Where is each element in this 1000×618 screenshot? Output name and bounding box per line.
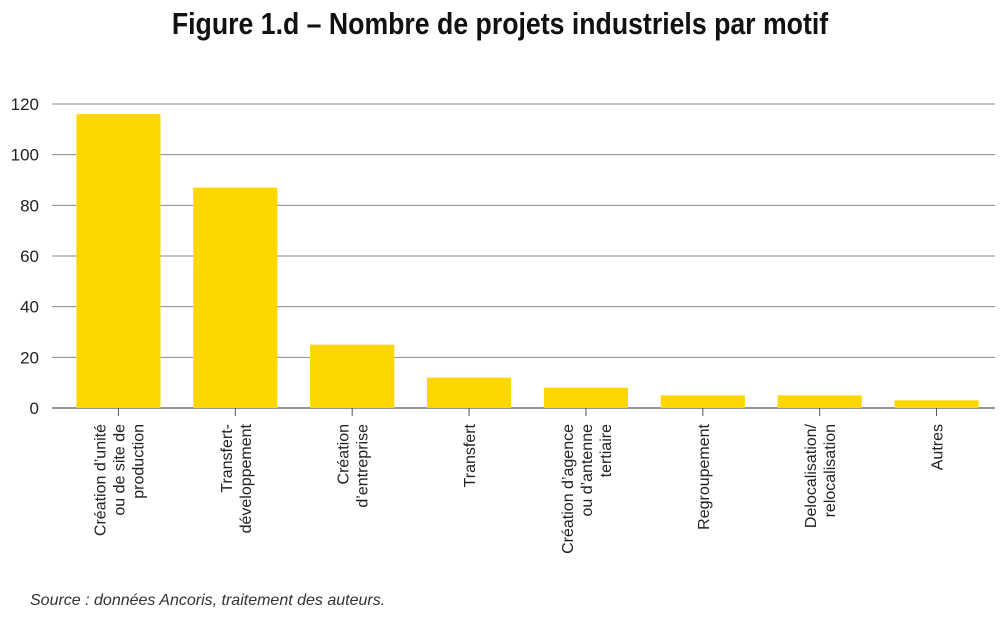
bar bbox=[777, 395, 862, 408]
category-label-line: développement bbox=[238, 423, 255, 533]
y-tick-label: 100 bbox=[11, 146, 39, 165]
category-label-line: Création bbox=[336, 424, 353, 484]
category-label: Création d’entreprise bbox=[336, 424, 372, 508]
category-labels: Création d’unité ou de site de production T… bbox=[92, 423, 946, 553]
chart-title: Figure 1.d – Nombre de projets industrie… bbox=[171, 6, 829, 41]
category-label: Transfert bbox=[462, 423, 479, 487]
category-label-line: Transfert bbox=[462, 423, 479, 487]
bar bbox=[543, 387, 629, 408]
category-label: Transfert-développement bbox=[219, 423, 255, 533]
y-tick-label: 0 bbox=[30, 399, 39, 418]
source-note: Source : données Ancoris, traitement des… bbox=[30, 592, 386, 609]
y-tick-label: 40 bbox=[20, 298, 39, 317]
category-label-line: Regroupement bbox=[696, 423, 713, 529]
category-label-line: ou de site de bbox=[111, 424, 128, 516]
category-label-line: Création d’agence bbox=[560, 424, 577, 554]
category-label-line: production bbox=[130, 424, 147, 499]
category-label-line: Autres bbox=[930, 424, 947, 470]
category-label-line: tertiaire bbox=[598, 424, 615, 477]
y-tick-label: 20 bbox=[20, 348, 39, 367]
category-label-line: Création d’unité bbox=[92, 424, 109, 536]
bar bbox=[310, 344, 395, 408]
category-label-line: d’entreprise bbox=[355, 424, 372, 508]
category-label: Création d’unité ou de site de production bbox=[92, 424, 147, 536]
category-label: Autres bbox=[930, 424, 947, 470]
category-label: Delocalisation/relocalisation bbox=[803, 423, 839, 528]
category-label-line: relocalisation bbox=[822, 424, 839, 517]
category-label: Regroupement bbox=[696, 423, 713, 529]
x-tick-marks bbox=[117, 408, 938, 416]
y-tick-label: 80 bbox=[20, 196, 39, 215]
bars bbox=[76, 114, 979, 408]
y-tick-label: 120 bbox=[11, 95, 39, 114]
bar bbox=[894, 400, 979, 408]
bar bbox=[76, 114, 161, 408]
bar bbox=[193, 187, 278, 408]
category-label-line: Delocalisation/ bbox=[803, 423, 820, 528]
bar bbox=[426, 377, 512, 408]
y-tick-labels: 0 20 40 60 80 100 120 bbox=[11, 95, 39, 418]
bar bbox=[660, 395, 745, 408]
category-label-line: ou d’antenne bbox=[579, 424, 596, 517]
category-label: Création d’agence ou d’antenne tertiaire bbox=[560, 424, 615, 554]
y-tick-label: 60 bbox=[20, 247, 39, 266]
category-label-line: Transfert- bbox=[219, 424, 236, 493]
